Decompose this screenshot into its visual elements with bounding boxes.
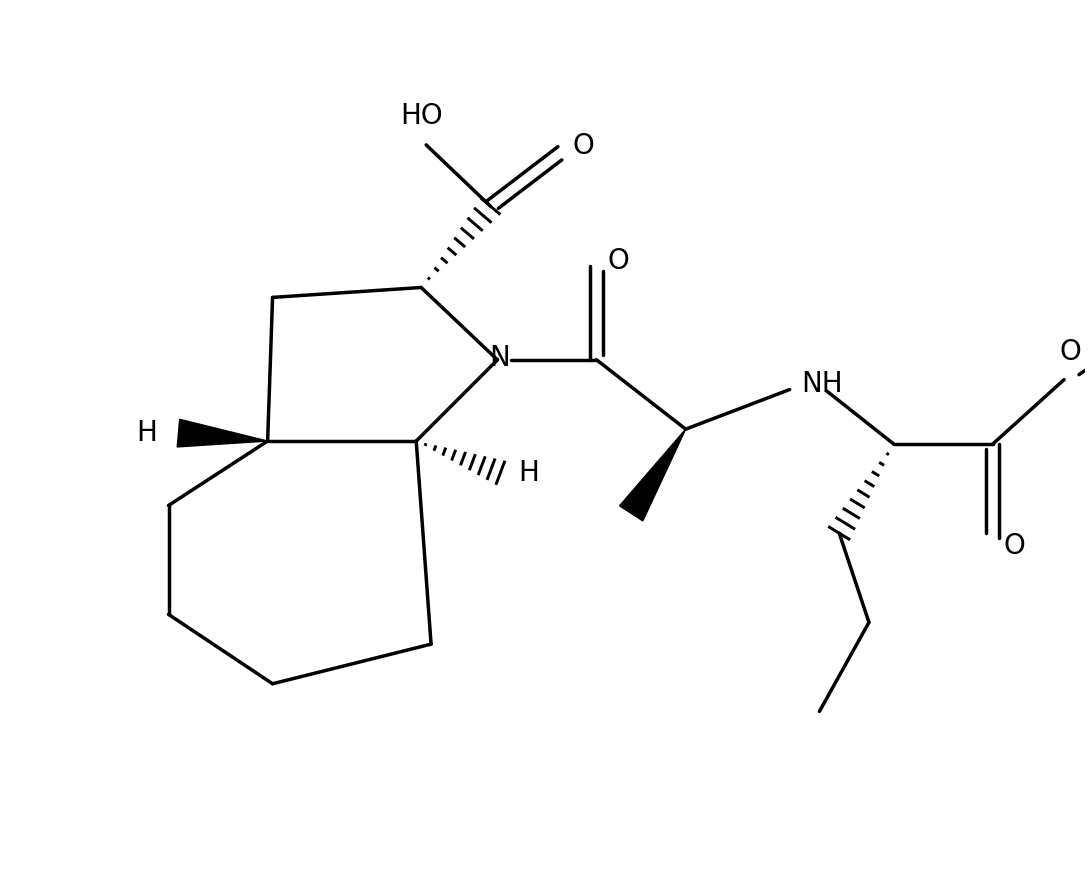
- Text: O: O: [1059, 338, 1081, 365]
- Text: H: H: [518, 459, 540, 486]
- Polygon shape: [178, 420, 268, 447]
- Text: HO: HO: [400, 102, 443, 130]
- Text: NH: NH: [801, 370, 844, 397]
- Text: O: O: [572, 132, 594, 159]
- Text: N: N: [489, 344, 510, 372]
- Text: O: O: [607, 247, 629, 274]
- Text: H: H: [136, 419, 157, 447]
- Text: O: O: [1004, 532, 1026, 560]
- Polygon shape: [619, 429, 686, 521]
